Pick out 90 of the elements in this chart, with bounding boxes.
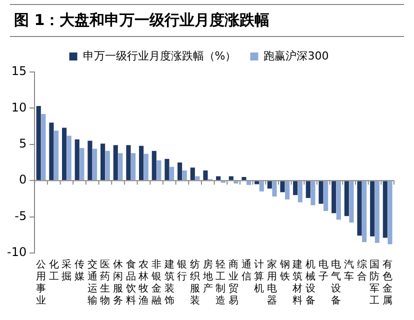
- x-tick-label: 农林牧渔: [138, 260, 149, 307]
- bar: [126, 145, 131, 180]
- bar: [41, 114, 46, 180]
- bar: [195, 176, 200, 180]
- x-tick-label: 钢铁: [278, 260, 290, 283]
- x-tick-label: 建筑材料: [292, 258, 303, 307]
- x-tick-label: 国防军工: [370, 260, 380, 307]
- x-tick-label: 交通运输: [87, 258, 98, 307]
- bar: [178, 162, 182, 180]
- bar: [298, 181, 302, 202]
- x-tick-label: 电子: [318, 258, 328, 283]
- x-tick-label: 计算机: [254, 258, 264, 295]
- x-tick-label: 综合: [356, 258, 367, 283]
- x-tick-label: 机械设备: [306, 258, 316, 307]
- bar: [80, 148, 84, 180]
- bar: [66, 136, 72, 180]
- x-tick-label: 商业贸易: [228, 258, 239, 307]
- bar: [310, 181, 316, 206]
- bar: [374, 181, 380, 243]
- bar: [267, 181, 272, 189]
- bar: [242, 176, 246, 180]
- x-tick-label: 家用电器: [267, 258, 278, 307]
- bar: [62, 128, 67, 180]
- chart-title: 图 1：大盘和申万一级行业月度涨跌幅: [10, 4, 404, 37]
- bar: [336, 181, 341, 220]
- bar: [293, 181, 298, 196]
- bar: [74, 139, 80, 180]
- bar: [272, 181, 277, 197]
- bar: [370, 181, 375, 236]
- bar: [88, 140, 92, 180]
- bar: [332, 181, 336, 214]
- y-tick-label: 5: [18, 136, 27, 151]
- y-tick-label: 10: [11, 100, 27, 114]
- x-tick-label: 医药生物: [100, 260, 110, 307]
- bar: [49, 122, 54, 180]
- bar: [54, 130, 59, 180]
- bar: [306, 181, 310, 198]
- y-tick-label: 15: [11, 64, 27, 78]
- bar: [280, 181, 285, 192]
- bar: [228, 176, 234, 180]
- bar: [182, 170, 187, 180]
- bar: [144, 154, 148, 180]
- x-tick-label: 纺织服装: [190, 258, 200, 307]
- legend-label: 跑赢沪深300: [264, 49, 329, 62]
- x-tick-label: 建筑装饰: [163, 258, 174, 307]
- bar: [382, 181, 388, 238]
- bar: [362, 181, 367, 242]
- x-tick-label: 银行: [176, 260, 188, 283]
- x-tick-label: 食品饮料: [124, 258, 136, 307]
- x-tick-label: 化工: [48, 258, 59, 283]
- x-tick-label: 公用事业: [36, 258, 46, 307]
- bar: [118, 153, 123, 180]
- bar: [190, 168, 195, 180]
- bar: [216, 176, 221, 180]
- x-tick-label: 非银金融: [150, 258, 162, 307]
- bar: [130, 153, 136, 180]
- x-tick-label: 通信: [241, 258, 252, 283]
- bar: [92, 148, 98, 180]
- x-tick-label: 汽车: [344, 258, 354, 283]
- bar: [169, 166, 174, 180]
- bar: [285, 181, 290, 200]
- bar: [246, 181, 252, 185]
- bar: [100, 144, 106, 180]
- bar: [344, 181, 349, 216]
- y-tick-label: 0: [18, 172, 27, 187]
- bar: [254, 181, 260, 184]
- bar: [324, 181, 328, 212]
- x-tick-label: 休闲服务: [113, 260, 124, 307]
- bar: [388, 181, 392, 244]
- bar: [349, 181, 354, 223]
- bar: [156, 160, 162, 180]
- bar: [36, 106, 41, 180]
- x-tick-label: 有色金属: [382, 258, 393, 307]
- bar: [113, 145, 118, 180]
- bar: [357, 181, 362, 236]
- y-tick-label: -5: [14, 208, 27, 223]
- x-tick-label: 房地产: [202, 258, 213, 295]
- bar: [164, 158, 170, 180]
- bar: [259, 181, 264, 192]
- bar: [203, 170, 208, 180]
- x-tick-label: 采掘: [62, 258, 72, 283]
- x-tick-label: 传媒: [74, 260, 85, 283]
- legend-label: 申万一级行业月度涨跌幅（%）: [82, 49, 236, 62]
- bar: [105, 150, 110, 180]
- y-tick-label: -10: [6, 245, 27, 260]
- bar: [139, 146, 144, 180]
- bar: [318, 181, 324, 204]
- x-tick-label: 轻工制造: [216, 258, 226, 307]
- x-tick-label: 电气设备: [331, 258, 342, 307]
- bar: [152, 150, 156, 180]
